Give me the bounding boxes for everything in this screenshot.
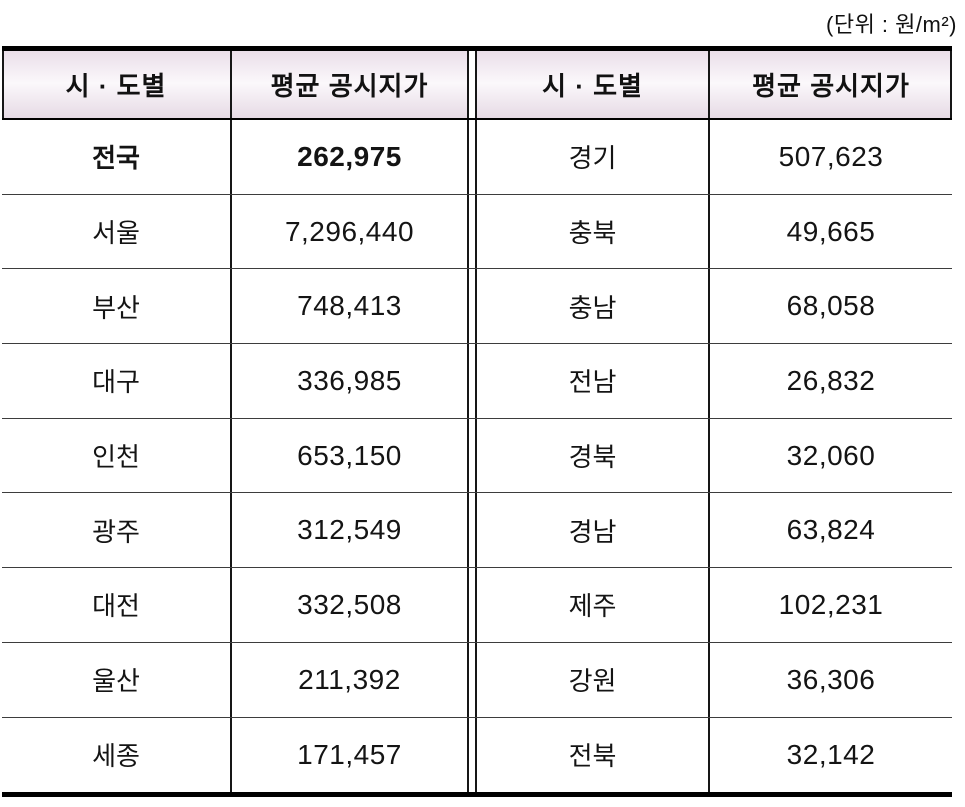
region-cell: 경북	[477, 418, 710, 493]
table-center-divider	[467, 269, 477, 344]
unit-label: (단위 : 원/m²)	[826, 12, 957, 37]
table-center-divider	[467, 568, 477, 642]
region-cell: 충남	[477, 269, 710, 344]
header-price-right: 평균 공시지가	[710, 51, 952, 118]
table-row: 인천 653,150 경북 32,060	[2, 418, 952, 494]
table-row: 대전 332,508 제주 102,231	[2, 568, 952, 643]
value-cell: 68,058	[786, 290, 876, 322]
header-price-left: 평균 공시지가	[232, 51, 467, 118]
value-cell: 507,623	[778, 140, 884, 172]
table-center-divider	[467, 418, 477, 493]
table-center-divider	[467, 51, 477, 118]
region-cell: 부산	[2, 269, 232, 344]
land-price-table: 시 · 도별 평균 공시지가 시 · 도별 평균 공시지가 전국 262,975…	[2, 46, 952, 798]
value-cell: 49,665	[786, 215, 876, 247]
value-cell: 312,549	[297, 514, 402, 546]
value-cell: 171,457	[297, 738, 402, 770]
region-cell: 강원	[477, 642, 710, 717]
region-cell: 전남	[477, 344, 710, 418]
table-center-divider	[467, 194, 477, 269]
region-cell: 제주	[477, 568, 710, 642]
region-cell: 서울	[2, 194, 232, 269]
table-row: 광주 312,549 경남 63,824	[2, 493, 952, 569]
value-cell: 32,060	[786, 439, 876, 471]
region-cell: 울산	[2, 642, 232, 717]
value-cell: 336,985	[297, 364, 402, 396]
header-region-right: 시 · 도별	[477, 51, 710, 118]
table-center-divider	[467, 642, 477, 717]
region-cell: 대전	[2, 568, 232, 642]
value-cell: 63,824	[786, 514, 876, 546]
table-row: 부산 748,413 충남 68,058	[2, 269, 952, 345]
value-cell: 36,306	[786, 663, 876, 695]
value-cell: 26,832	[786, 364, 876, 396]
table-row: 세종 171,457 전북 32,142	[2, 717, 952, 793]
header-region-left: 시 · 도별	[2, 51, 232, 118]
region-cell: 전국	[2, 120, 232, 194]
table-center-divider	[467, 344, 477, 418]
table-row: 울산 211,392 강원 36,306	[2, 642, 952, 718]
region-cell: 세종	[2, 717, 232, 793]
table-row: 대구 336,985 전남 26,832	[2, 344, 952, 419]
table-row: 서울 7,296,440 충북 49,665	[2, 194, 952, 270]
table-row: 전국 262,975 경기 507,623	[2, 120, 952, 195]
value-cell: 262,975	[297, 140, 402, 172]
table-center-divider	[467, 493, 477, 568]
value-cell: 102,231	[778, 588, 884, 620]
table-center-divider	[467, 120, 477, 194]
value-cell: 332,508	[297, 588, 402, 620]
region-cell: 광주	[2, 493, 232, 568]
region-cell: 충북	[477, 194, 710, 269]
region-cell: 전북	[477, 717, 710, 793]
table-center-divider	[467, 717, 477, 793]
region-cell: 경남	[477, 493, 710, 568]
value-cell: 32,142	[786, 738, 876, 770]
region-cell: 대구	[2, 344, 232, 418]
region-cell: 인천	[2, 418, 232, 493]
value-cell: 653,150	[297, 439, 402, 471]
value-cell: 211,392	[298, 663, 401, 695]
value-cell: 748,413	[297, 290, 402, 322]
table-header-row: 시 · 도별 평균 공시지가 시 · 도별 평균 공시지가	[2, 51, 952, 120]
value-cell: 7,296,440	[284, 215, 415, 247]
region-cell: 경기	[477, 120, 710, 194]
